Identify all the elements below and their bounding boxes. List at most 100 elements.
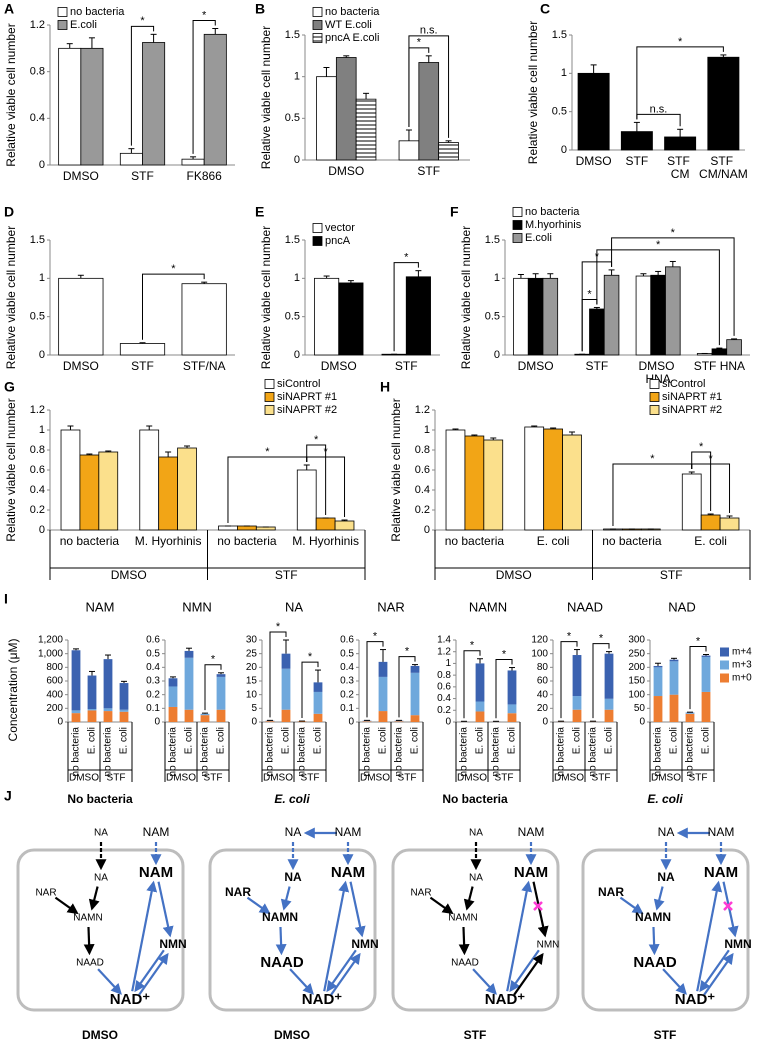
significance-label: * [140,15,145,27]
bar [572,655,582,697]
pathway-node: NAM [143,825,170,839]
pathway-node: NMN [351,937,378,951]
bar [60,429,81,531]
bar [79,454,100,531]
bar [701,656,711,692]
pathway-arrow [429,896,454,915]
legend-label: no bacteria [70,6,125,18]
y-tick-label: 1.2 [415,404,430,416]
pathway-arrow [323,880,350,992]
legend-swatch [312,236,323,246]
chart-panel: H Relative viable cell number 0 0.2 0.4 0.6 0.… [380,378,751,582]
legend-swatch [312,7,323,17]
panel-letter: G [4,379,15,395]
bar [315,517,336,531]
bar [87,710,97,722]
y-axis-label: Concentration (μM) [6,639,20,742]
pathway-arrow [653,886,665,911]
pathway-arrow [506,880,533,992]
y-tick-label: 1.5 [30,234,45,246]
bar [181,283,227,356]
y-tick-label: 0 [542,717,548,728]
bar [281,653,291,669]
y-tick-label: 0.6 [437,681,451,692]
pathway-node: NAAD [76,958,104,969]
x-tick-label: E. coli [119,727,130,754]
significance-bracket [366,641,384,718]
bar [119,711,129,722]
pathway-node: NA [469,828,483,839]
group-label: STF [275,568,298,582]
y-tick-label: 15 [246,676,258,687]
y-tick-label: 150 [628,676,645,687]
legend-swatch [512,233,523,243]
bar [87,675,97,710]
pathway-node: NA [94,873,108,884]
bar [475,711,485,722]
pathway-arrow [83,926,95,956]
bar [589,308,605,356]
bar [203,33,227,166]
legend-label: E.coli [525,232,552,244]
y-tick-label: 0.4 [30,484,45,496]
x-tick-label: E. coli [694,534,727,548]
y-tick-label: 0.5 [146,648,160,659]
x-tick-label: no bacteria [60,534,120,548]
bar [314,277,340,356]
x-tick-label: STF CM [667,154,693,181]
significance-bracket [301,661,319,719]
y-tick-label: 100 [628,689,645,700]
bar [334,520,355,531]
bar [184,657,194,710]
y-tick-label: 1.2 [437,646,451,657]
panel-letter: B [255,1,265,17]
significance-bracket [592,643,610,719]
panel-title: E. coli [274,792,310,806]
bar [562,434,582,531]
x-tick-label: no bacteria [588,727,599,777]
legend-swatch [720,673,729,683]
legend-label: pncA [325,235,351,247]
bar [119,152,143,166]
significance-label: * [587,288,592,300]
bar [313,691,323,714]
y-tick-label: 1 [494,272,500,284]
pathway-arrow [275,926,287,956]
y-tick-label: 0 [57,717,63,728]
chart-panel: NAAD 0 20 40 60 80 100 120 no bacteria E. coli no … [531,599,618,784]
x-tick-label: no bacteria [491,727,502,777]
bar [71,710,81,714]
legend-label: pncA E.coli [325,32,379,44]
y-tick-label: 0 [39,524,45,536]
legend-label: WT E.coli [325,19,372,31]
condition-label: DMSO [274,1028,310,1042]
pathway-arrow [157,881,174,938]
pathway-arrow [458,926,470,956]
bar [665,266,681,356]
y-axis-label: Relative viable cell number [4,23,18,166]
legend-label: vector [325,222,355,234]
condition-label: STF [654,1028,677,1042]
x-tick-label: DMSO [63,169,99,183]
y-tick-label: 400 [46,689,63,700]
bar [507,713,517,722]
bar [635,275,652,356]
group-label: DMSO [496,568,532,582]
x-tick-label: no bacteria [103,727,114,777]
legend-label: no bacteria [325,6,380,18]
legend-label: siNAPRT #1 [277,391,337,403]
x-tick-label: E. coli [87,727,98,754]
bar [664,136,697,151]
y-tick-label: 0.2 [415,504,430,516]
pathway-arrow [289,968,314,995]
bar [572,709,582,722]
pathway-node: NAM [704,864,738,881]
bar [577,72,610,151]
legend-swatch [512,207,523,217]
bar [707,56,740,151]
group-label: STF [689,773,708,784]
condition-label: STF [464,1028,487,1042]
x-tick-label: E. coli [184,727,195,754]
legend-label: m+0 [732,673,752,684]
bar [513,277,529,356]
